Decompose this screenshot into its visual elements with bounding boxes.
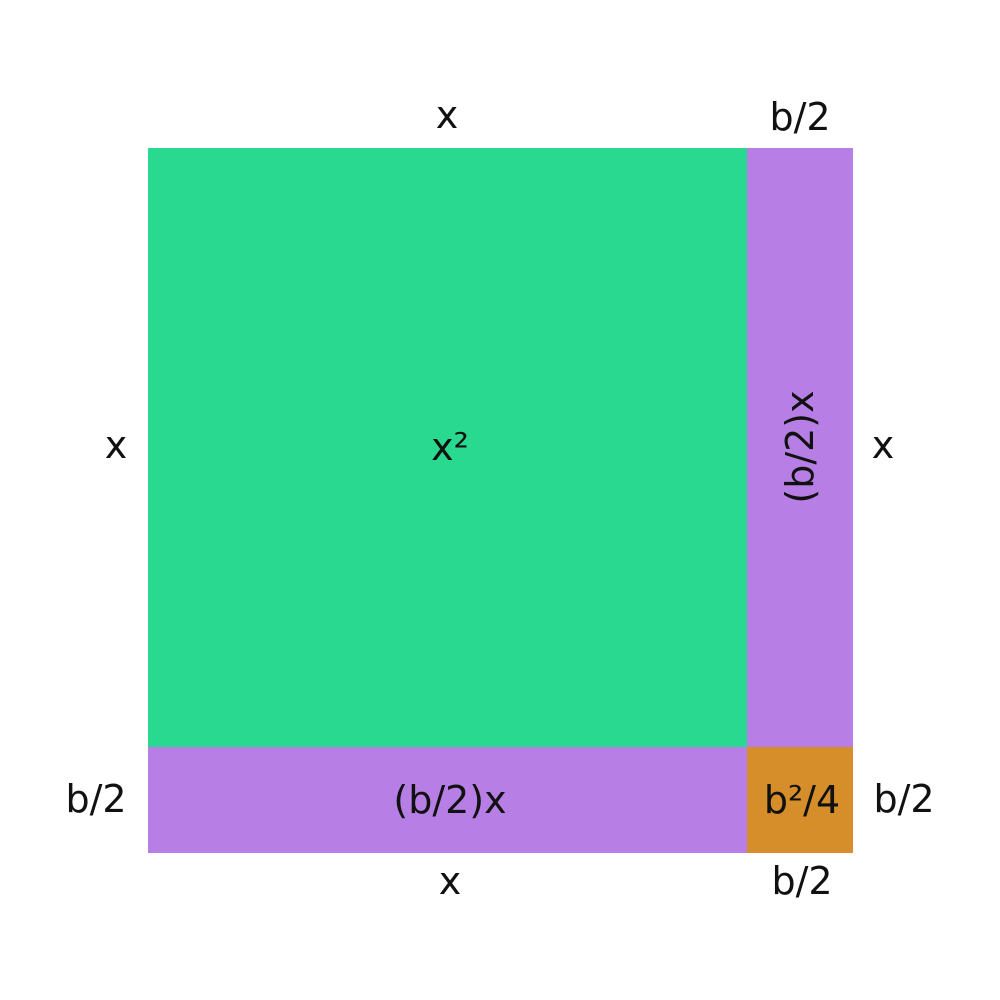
corner-square-label: b²/4 xyxy=(763,778,841,822)
right-b2-label: b/2 xyxy=(873,777,935,821)
bottom-b2-label: b/2 xyxy=(771,859,833,903)
right-rectangle-label: (b/2)x xyxy=(778,390,822,504)
left-x-label: x xyxy=(104,423,128,467)
left-b2-label: b/2 xyxy=(65,777,127,821)
right-x-label: x xyxy=(871,423,895,467)
x-squared-square xyxy=(148,148,747,747)
corner-square xyxy=(747,747,853,853)
top-x-label: x xyxy=(435,93,459,137)
right-rectangle xyxy=(747,148,853,747)
top-b2-label: b/2 xyxy=(769,95,831,139)
bottom-rectangle-label: (b/2)x xyxy=(393,778,507,822)
bottom-x-label: x xyxy=(438,859,462,903)
bottom-rectangle xyxy=(148,747,747,853)
x-squared-label: x² xyxy=(431,425,469,469)
